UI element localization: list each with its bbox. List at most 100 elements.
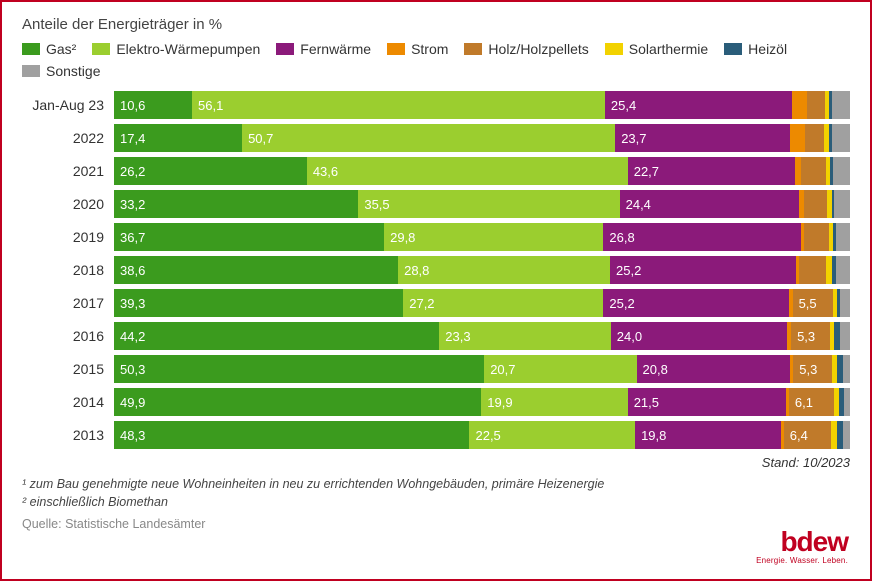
bar-segment-holz: 5,5: [793, 289, 833, 317]
bar-segment-holz: 5,3: [793, 355, 832, 383]
legend-swatch: [724, 43, 742, 55]
footnote-1: ¹ zum Bau genehmigte neue Wohneinheiten …: [22, 476, 850, 494]
chart-row: 201644,223,324,05,3: [22, 322, 850, 350]
legend-label: Strom: [411, 41, 448, 57]
bar-segment-strom: [792, 91, 807, 119]
legend-label: Heizöl: [748, 41, 787, 57]
segment-value: 19,8: [635, 428, 666, 443]
footnotes: ¹ zum Bau genehmigte neue Wohneinheiten …: [22, 476, 850, 511]
bar-segment-wp: 19,9: [481, 388, 627, 416]
chart-row: 202033,235,524,4: [22, 190, 850, 218]
bar-segment-sonst: [844, 388, 850, 416]
bar-segment-fw: 22,7: [628, 157, 795, 185]
bar-segment-holz: 6,4: [784, 421, 831, 449]
bar-segment-holz: [804, 223, 828, 251]
segment-value: 23,7: [615, 131, 646, 146]
row-label: Jan-Aug 23: [22, 97, 114, 113]
legend-label: Holz/Holzpellets: [488, 41, 588, 57]
legend-swatch: [387, 43, 405, 55]
bar-segment-gas: 50,3: [114, 355, 484, 383]
bar-segment-holz: 6,1: [789, 388, 834, 416]
bar-segment-wp: 56,1: [192, 91, 605, 119]
segment-value: 50,7: [242, 131, 273, 146]
segment-value: 29,8: [384, 230, 415, 245]
row-label: 2020: [22, 196, 114, 212]
segment-value: 21,5: [628, 395, 659, 410]
legend-item-sonst: Sonstige: [22, 63, 100, 79]
segment-value: 6,4: [784, 428, 808, 443]
segment-value: 10,6: [114, 98, 145, 113]
bar-segment-gas: 10,6: [114, 91, 192, 119]
bar-segment-wp: 22,5: [469, 421, 635, 449]
segment-value: 24,4: [620, 197, 651, 212]
bar-segment-gas: 48,3: [114, 421, 469, 449]
stacked-bar: 38,628,825,2: [114, 256, 850, 284]
bar-segment-gas: 17,4: [114, 124, 242, 152]
stacked-bar: 36,729,8 26,8: [114, 223, 850, 251]
legend-swatch: [22, 65, 40, 77]
bar-segment-fw: 25,4: [605, 91, 792, 119]
legend-swatch: [276, 43, 294, 55]
legend-swatch: [605, 43, 623, 55]
segment-value: 22,5: [469, 428, 500, 443]
chart-row: 201550,320,720,85,3: [22, 355, 850, 383]
row-label: 2013: [22, 427, 114, 443]
legend-item-gas: Gas²: [22, 41, 76, 57]
legend-label: Elektro-Wärmepumpen: [116, 41, 260, 57]
legend-item-solar: Solarthermie: [605, 41, 708, 57]
footnote-2: ² einschließlich Biomethan: [22, 494, 850, 512]
segment-value: 50,3: [114, 362, 145, 377]
stacked-bar: 26,243,622,7: [114, 157, 850, 185]
bar-segment-fw: 26,8: [603, 223, 800, 251]
segment-value: 17,4: [114, 131, 145, 146]
legend-item-oel: Heizöl: [724, 41, 787, 57]
logo-tagline: Energie. Wasser. Leben.: [756, 556, 848, 565]
bar-segment-wp: 29,8: [384, 223, 603, 251]
source: Quelle: Statistische Landesämter: [22, 517, 850, 531]
chart-frame: Anteile der Energieträger in % Gas² Elekt…: [0, 0, 872, 581]
bar-segment-sonst: [836, 223, 850, 251]
bar-segment-fw: 19,8: [635, 421, 781, 449]
segment-value: 26,8: [603, 230, 634, 245]
bar-segment-wp: 50,7: [242, 124, 615, 152]
legend-label: Gas²: [46, 41, 76, 57]
legend-label: Sonstige: [46, 63, 100, 79]
segment-value: 20,8: [637, 362, 668, 377]
chart-row: 201936,729,8 26,8: [22, 223, 850, 251]
segment-value: 56,1: [192, 98, 223, 113]
segment-value: 25,4: [605, 98, 636, 113]
segment-value: 49,9: [114, 395, 145, 410]
bar-segment-gas: 44,2: [114, 322, 439, 350]
bar-segment-sonst: [836, 256, 850, 284]
legend: Gas² Elektro-Wärmepumpen Fernwärme Strom Hol…: [22, 41, 850, 79]
legend-item-strom: Strom: [387, 41, 448, 57]
bar-segment-gas: 36,7: [114, 223, 384, 251]
bar-segment-fw: 20,8: [637, 355, 790, 383]
stacked-bar: 49,9 19,9 21,5 6,1: [114, 388, 850, 416]
chart-row: 201739,327,225,25,5: [22, 289, 850, 317]
segment-value: 48,3: [114, 428, 145, 443]
bar-segment-sonst: [833, 157, 850, 185]
row-label: 2015: [22, 361, 114, 377]
segment-value: 25,2: [610, 263, 641, 278]
bar-segment-gas: 33,2: [114, 190, 358, 218]
bar-segment-oel: [837, 421, 844, 449]
segment-value: 28,8: [398, 263, 429, 278]
bar-segment-fw: 25,2: [603, 289, 788, 317]
chart-row: Jan-Aug 2310,6 56,1 25,4: [22, 91, 850, 119]
row-label: 2021: [22, 163, 114, 179]
segment-value: 43,6: [307, 164, 338, 179]
bar-segment-sonst: [840, 322, 850, 350]
segment-value: 19,9: [481, 395, 512, 410]
bar-segment-wp: 27,2: [403, 289, 603, 317]
chart-title: Anteile der Energieträger in %: [22, 16, 850, 33]
legend-label: Fernwärme: [300, 41, 371, 57]
legend-label: Solarthermie: [629, 41, 708, 57]
bar-segment-sonst: [832, 124, 850, 152]
row-label: 2019: [22, 229, 114, 245]
row-label: 2017: [22, 295, 114, 311]
bar-segment-sonst: [843, 421, 850, 449]
segment-value: 22,7: [628, 164, 659, 179]
legend-item-fw: Fernwärme: [276, 41, 371, 57]
segment-value: 44,2: [114, 329, 145, 344]
